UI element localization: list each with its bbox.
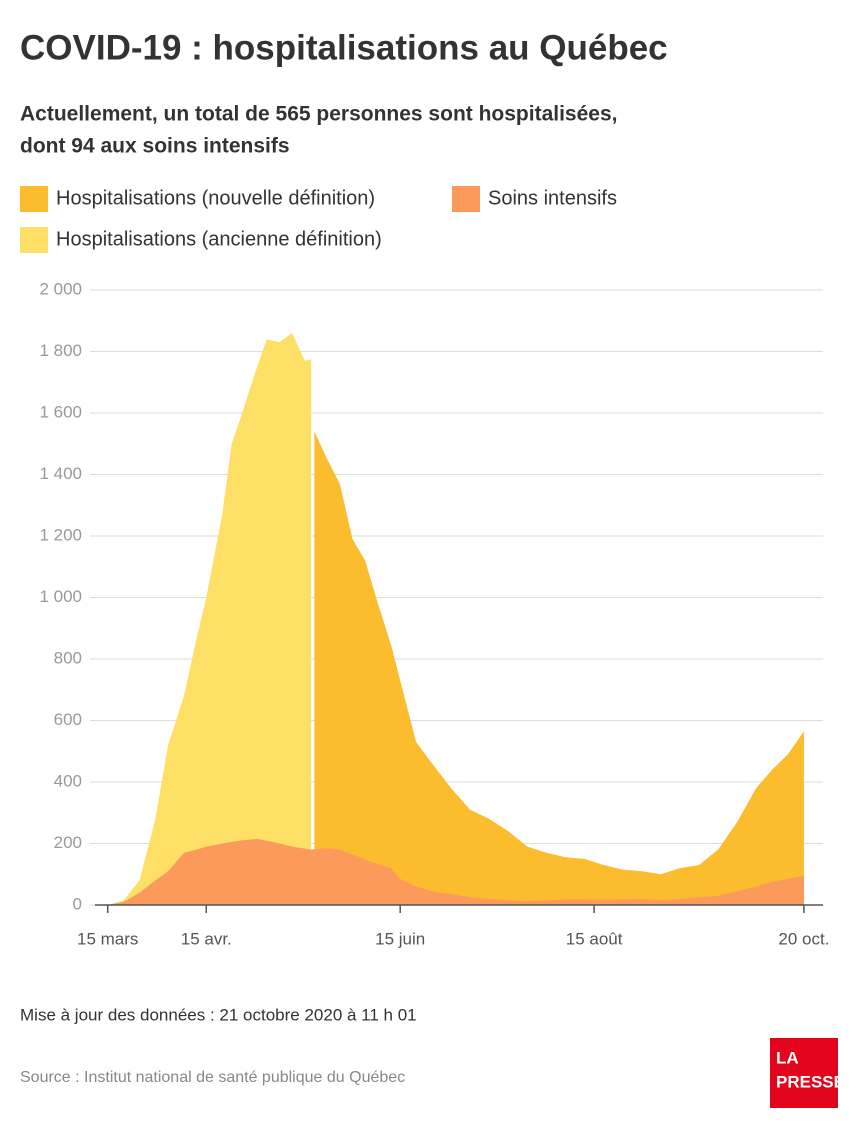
chart-title: COVID-19 : hospitalisations au Québec: [20, 28, 668, 67]
y-tick-label: 1 800: [39, 341, 82, 360]
y-tick-label: 800: [54, 648, 82, 667]
area: [314, 431, 804, 905]
legend-swatch: [20, 186, 48, 212]
x-tick-label: 20 oct.: [778, 929, 829, 948]
logo-text: PRESSE: [776, 1072, 845, 1091]
legend-swatch: [452, 186, 480, 212]
legend-label: Hospitalisations (nouvelle définition): [56, 187, 375, 209]
y-tick-label: 1 600: [39, 402, 82, 421]
y-tick-label: 1 400: [39, 464, 82, 483]
logo: [770, 1038, 838, 1108]
area: [107, 333, 312, 905]
y-tick-label: 1 000: [39, 587, 82, 606]
x-tick-label: 15 juin: [375, 929, 425, 948]
x-tick-label: 15 mars: [77, 929, 138, 948]
y-tick-label: 0: [73, 894, 82, 913]
subtitle: dont 94 aux soins intensifs: [20, 135, 290, 158]
legend-label: Soins intensifs: [488, 187, 617, 209]
legend-swatch: [20, 227, 48, 253]
subtitle: Actuellement, un total de 565 personnes …: [20, 103, 618, 126]
x-tick-label: 15 août: [566, 929, 623, 948]
y-tick-label: 400: [54, 771, 82, 790]
y-tick-label: 1 200: [39, 525, 82, 544]
y-tick-label: 2 000: [39, 279, 82, 298]
y-tick-label: 200: [54, 833, 82, 852]
y-tick-label: 600: [54, 710, 82, 729]
source: Source : Institut national de santé publ…: [20, 1069, 405, 1086]
area: [107, 838, 804, 905]
update-note: Mise à jour des données : 21 octobre 202…: [20, 1005, 417, 1024]
logo-text: LA: [776, 1048, 799, 1067]
legend-label: Hospitalisations (ancienne définition): [56, 228, 382, 250]
x-tick-label: 15 avr.: [181, 929, 232, 948]
